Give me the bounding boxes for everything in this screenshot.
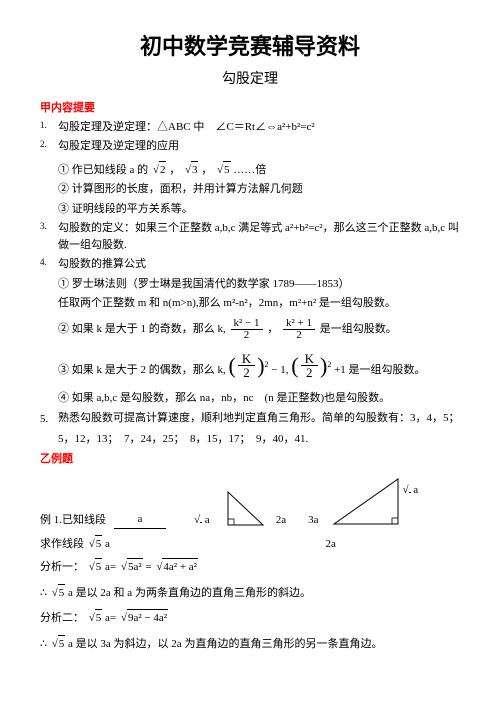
sqrt5a-label-2: a: [400, 482, 418, 499]
circ-3: ③: [58, 203, 69, 215]
conclusion-1: ∴ 5 a 是以 2a 和 a 为两条直角边的直角三角形的斜边。: [40, 584, 460, 602]
item-4-4-text: 如果 a,b,c 是勾股数，那么 na，nb，nc (n 是正整数)也是勾股数。: [72, 392, 390, 404]
conc2-text: a 是以 3a 为斜边，以 2a 为直角边的直角三角形的另一条直角边。: [68, 638, 382, 650]
item-2-2: ② 计算图形的长度，面积，并用计算方法解几何题: [58, 181, 460, 198]
comma-3: ，: [267, 323, 278, 335]
item-4: 4. 勾股数的推算公式: [40, 256, 460, 273]
example-1-row: 例 1.已知线段 a a a 2a 3a a: [40, 474, 460, 529]
item-2-3: ③ 证明线段的平方关系等。: [58, 201, 460, 218]
item-1-num: 1.: [40, 119, 47, 133]
svg-text:a: a: [240, 527, 245, 529]
frac-2: k² + 1 2: [283, 318, 315, 341]
label-3a: 3a: [308, 512, 318, 529]
circ-4-3: ③: [58, 364, 69, 376]
item-4-1b: 任取两个正整数 m 和 n(m>n),那么 m²-n²，2mn，m²+n² 是一…: [58, 295, 460, 312]
item-4-1-text-b: 任取两个正整数 m 和 n(m>n),那么 m²-n²，2mn，m²+n² 是一…: [58, 297, 396, 309]
comma-1: ，: [169, 164, 180, 176]
document-page: 初中数学竞赛辅导资料 勾股定理 甲内容提要 1. 勾股定理及逆定理：△ABC 中…: [0, 0, 500, 672]
item-4-3-text-a: 如果 k 是大于 2 的偶数，那么 k,: [72, 364, 226, 376]
conc2-sym: ∴: [40, 638, 47, 650]
section-a-head: 甲内容提要: [40, 100, 460, 117]
item-4-1-text-a: 罗士琳法则（罗士琳是我国清代的数学家 1789——1853）: [72, 278, 350, 290]
seg-a: a: [114, 511, 166, 529]
circ-4-4: ④: [58, 392, 69, 404]
circ-2: ②: [58, 183, 69, 195]
conc1-text: a 是以 2a 和 a 为两条直角边的直角三角形的斜边。: [68, 587, 311, 599]
item-1: 1. 勾股定理及逆定理：△ABC 中 ∠C＝Rt∠⇔a²+b²=c²: [40, 119, 460, 136]
item-2-1-text-b: ……倍: [233, 164, 266, 176]
triangle-big: [326, 474, 406, 529]
ex2-label: 求作线段: [40, 538, 84, 550]
analysis-2: 分析二： 5 a= 9a² − 4a²: [40, 609, 460, 627]
item-2-text: 勾股定理及逆定理的应用: [58, 140, 179, 152]
item-3-text: 勾股数的定义：如果三个正整数 a,b,c 满足等式 a²+b²=c²，那么这三个…: [58, 222, 459, 251]
item-5: 5. 熟悉勾股数可提高计算速度，顺利地判定直角三角形。简单的勾股数有：3，4，5…: [40, 410, 460, 427]
item-2: 2. 勾股定理及逆定理的应用: [40, 138, 460, 155]
item-5-text-a: 熟悉勾股数可提高计算速度，顺利地判定直角三角形。简单的勾股数有：3，4，5；: [58, 412, 460, 424]
item-4-2-text-b: 是一组勾股数。: [320, 323, 397, 335]
ex2-a: a: [105, 538, 110, 550]
frac-big-2: K 2: [301, 352, 318, 379]
item-2-3-text: 证明线段的平方关系等。: [72, 203, 193, 215]
sqrt-3: 3: [183, 161, 199, 179]
item-2-1: ① 作已知线段 a 的 2 ， 3 ， 5 ……倍: [58, 161, 460, 179]
ex1-label: 例 1.已知线段: [40, 512, 106, 529]
item-4-2-text-a: 如果 k 是大于 1 的奇数，那么 k,: [72, 323, 226, 335]
analysis-1: 分析一： 5 a= 5a² = 4a² + a²: [40, 558, 460, 576]
sqrt-2: 2: [151, 161, 167, 179]
item-4-num: 4.: [40, 256, 47, 270]
item-4-1: ① 罗士琳法则（罗士琳是我国清代的数学家 1789——1853）: [58, 276, 460, 293]
triangle-small: a: [218, 487, 268, 529]
item-3-num: 3.: [40, 220, 47, 234]
an2-label: 分析二：: [40, 612, 84, 624]
section-b-head: 乙例题: [40, 451, 460, 468]
label-2a: 2a: [276, 512, 286, 529]
an1-label: 分析一：: [40, 561, 84, 573]
an1-a: a=: [105, 561, 116, 573]
conc1-sym: ∴: [40, 587, 47, 599]
item-4-2: ② 如果 k 是大于 1 的奇数，那么 k, k² − 1 2 ， k² + 1…: [58, 318, 460, 341]
frac-1: k² − 1 2: [231, 318, 263, 341]
item-2-num: 2.: [40, 138, 47, 152]
item-4-3-text-b: +1 是一组勾股数。: [334, 364, 425, 376]
item-3: 3. 勾股数的定义：如果三个正整数 a,b,c 满足等式 a²+b²=c²，那么…: [40, 220, 460, 253]
main-title: 初中数学竞赛辅导资料: [40, 30, 460, 63]
frac-big-1: K 2: [238, 352, 255, 379]
item-5b: 5，12，13； 7，24，25； 8，15，17； 9，40，41.: [58, 431, 460, 448]
conclusion-2: ∴ 5 a 是以 3a 为斜边，以 2a 为直角边的直角三角形的另一条直角边。: [40, 635, 460, 653]
circ-4-2: ②: [58, 323, 69, 335]
item-2-2-text: 计算图形的长度，面积，并用计算方法解几何题: [72, 183, 303, 195]
circ-1: ①: [58, 164, 69, 176]
item-2-1-text-a: 作已知线段 a 的: [72, 164, 148, 176]
item-1-text: 勾股定理及逆定理：△ABC 中 ∠C＝Rt∠⇔a²+b²=c²: [58, 121, 315, 133]
item-4-text: 勾股数的推算公式: [58, 258, 146, 270]
item-4-3: ③ 如果 k 是大于 2 的偶数，那么 k, ( K 2 )2 − 1, ( K…: [58, 349, 460, 382]
sqrt-5: 5: [215, 161, 231, 179]
tri-big-base-label: 2a: [325, 538, 335, 550]
item-4-4: ④ 如果 a,b,c 是勾股数，那么 na，nb，nc (n 是正整数)也是勾股…: [58, 390, 460, 407]
comma-2: ，: [201, 164, 212, 176]
item-5-num: 5.: [40, 411, 48, 428]
sqrt5a-label: a: [192, 512, 210, 529]
an2-a: a=: [105, 612, 116, 624]
minus-1: − 1,: [271, 364, 288, 376]
subtitle: 勾股定理: [40, 69, 460, 90]
ex2-row: 求作线段 5 a 2a: [40, 535, 460, 553]
circ-4-1: ①: [58, 278, 69, 290]
